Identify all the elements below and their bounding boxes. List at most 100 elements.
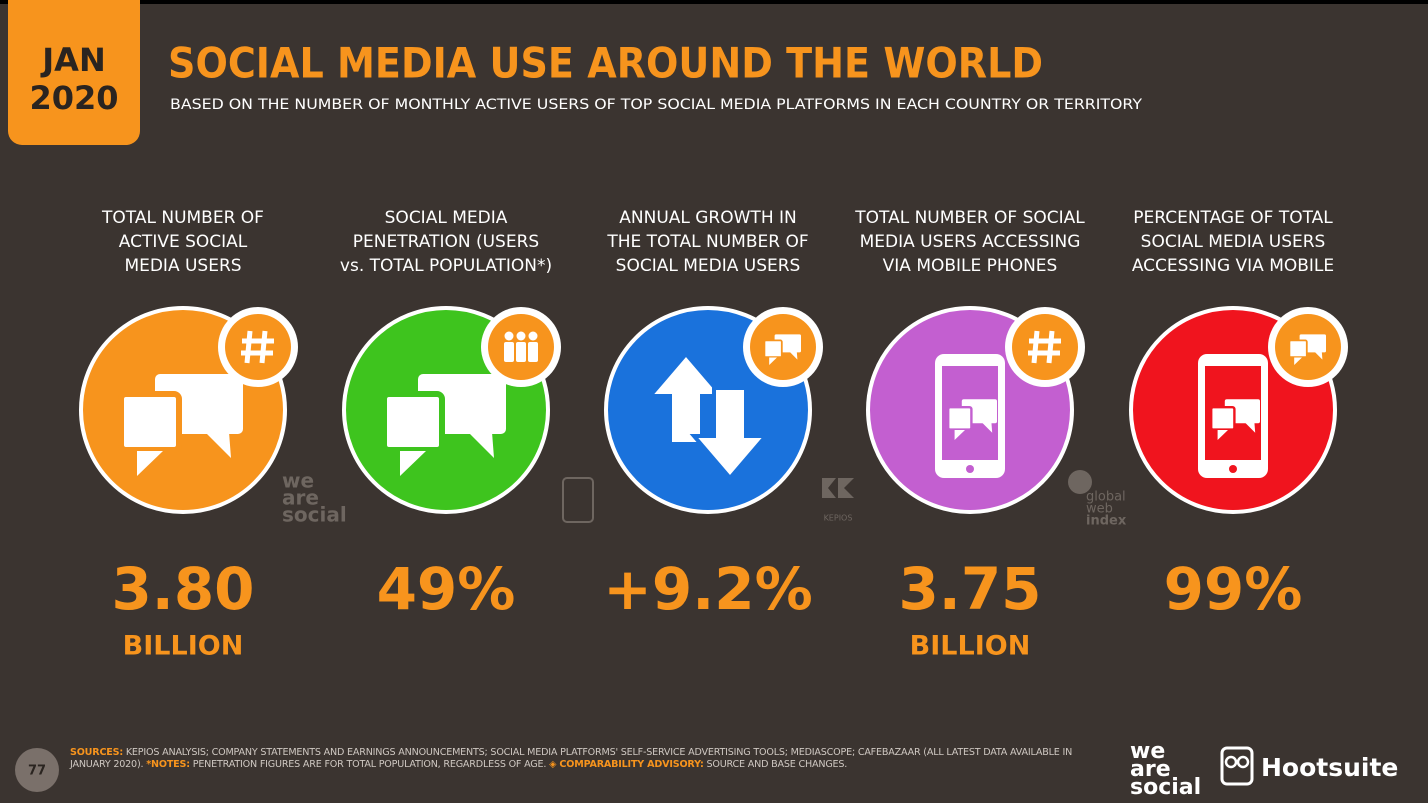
stat-label: TOTAL NUMBER OF (101, 208, 264, 228)
stat-label: SOCIAL MEDIA USERS (1141, 232, 1326, 252)
bubbles-icon (946, 399, 997, 440)
stat-icon (935, 354, 1005, 478)
stat-label: vs. TOTAL POPULATION*) (340, 256, 552, 276)
stat-label: PENETRATION (USERS (353, 232, 539, 252)
stat-badge (1005, 307, 1085, 387)
title: SOCIAL MEDIA USE AROUND THE WORLD (168, 39, 1043, 88)
kepios-mark (822, 478, 854, 498)
stat-label: VIA MOBILE PHONES (883, 256, 1058, 276)
gwi-watermark: global web index (1086, 490, 1127, 529)
bubble-tail (137, 451, 163, 476)
advisory-label: ◈ COMPARABILITY ADVISORY: (549, 759, 704, 770)
stat-label: SOCIAL MEDIA USERS (616, 256, 801, 276)
bubble-tail (1244, 422, 1256, 433)
stat-label: ACTIVE SOCIAL (119, 232, 248, 252)
stat-label: ACCESSING VIA MOBILE (1132, 256, 1334, 276)
hash-stroke (244, 330, 253, 364)
was-watermark: we are social (282, 469, 347, 527)
bubble (381, 391, 445, 453)
notes-text: PENETRATION FIGURES ARE FOR TOTAL POPULA… (192, 759, 547, 770)
hash-stroke (1031, 330, 1040, 364)
phone-bubbles (946, 399, 997, 440)
small-bubbles (1288, 334, 1326, 365)
badge-fill (1012, 314, 1078, 380)
notes-label: *NOTES: (146, 759, 190, 770)
hash-stroke (259, 330, 268, 364)
advisory-text: SOURCE AND BASE CHANGES. (706, 759, 848, 770)
person-head (516, 331, 526, 341)
stat-badge (481, 307, 561, 387)
watermark-text: we (282, 469, 314, 493)
stat-value: 3.75 (898, 555, 1041, 623)
hootsuite-logo: Hootsuite (1261, 753, 1398, 782)
badge-month: JAN (40, 41, 105, 79)
bubble (1209, 405, 1236, 431)
was-logo: we are social (1130, 739, 1201, 800)
kepios-watermark: KEPIOS (824, 514, 853, 523)
owl-watermark (562, 477, 594, 523)
bubble-tail (400, 451, 426, 476)
bubbles-icon (763, 334, 801, 365)
watermark-text: global (1086, 490, 1126, 505)
subtitle: BASED ON THE NUMBER OF MONTHLY ACTIVE US… (170, 97, 1143, 113)
stat-label: PERCENTAGE OF TOTAL (1133, 208, 1333, 228)
person-body (516, 342, 526, 362)
gwi-mark (1068, 470, 1092, 494)
footer-notes: SOURCES: KEPIOS ANALYSIS; COMPANY STATEM… (70, 747, 1090, 771)
stat-unit: BILLION (123, 631, 244, 662)
stat-unit: BILLION (910, 631, 1031, 662)
stat-value: 99% (1164, 555, 1303, 623)
badge-year: 2020 (29, 79, 118, 117)
logo-text: we (1130, 739, 1165, 764)
page-number-badge (15, 748, 59, 792)
stat-icon (381, 374, 506, 476)
stat-badge (743, 307, 823, 387)
stat-label: ANNUAL GROWTH IN (619, 208, 797, 228)
top-bar (0, 0, 1428, 4)
phone-button (966, 465, 974, 473)
small-bubbles (763, 334, 801, 365)
logo-text: social (1130, 775, 1201, 800)
stat-value: +9.2% (603, 555, 812, 623)
bubbles-icon (1288, 334, 1326, 365)
stat-value: 3.80 (111, 555, 254, 623)
hootsuite-owl (1220, 746, 1254, 786)
phone-button (1229, 465, 1237, 473)
stat-value: 49% (377, 555, 516, 623)
stat-badge (1268, 307, 1348, 387)
logo-text: are (1130, 757, 1171, 782)
bubble-tail (769, 357, 777, 365)
sources-text: KEPIOS ANALYSIS; COMPANY STATEMENTS AND … (70, 747, 1073, 770)
stat-icon (645, 350, 771, 482)
down-arrow (689, 386, 771, 482)
person-head (504, 331, 514, 341)
person-body (528, 342, 538, 362)
bubbles-icon (118, 374, 243, 476)
person-head (528, 331, 538, 341)
stat-label: TOTAL NUMBER OF SOCIAL (854, 208, 1085, 228)
owl-eye (1224, 755, 1238, 769)
stat-label: MEDIA USERS (124, 256, 241, 276)
owl-eye (1236, 755, 1250, 769)
sources-label: SOURCES: (70, 747, 123, 758)
person-body (504, 342, 514, 362)
bubble (118, 391, 182, 453)
bubbles-icon (381, 374, 506, 476)
hash-stroke (1046, 330, 1055, 364)
stat-badge (218, 307, 298, 387)
stat-icon (118, 374, 243, 476)
phone-bubbles (1209, 399, 1260, 440)
watermark-text: are (282, 486, 319, 510)
watermark-text: social (282, 503, 347, 527)
bubble-tail (468, 432, 494, 458)
watermark-text: index (1086, 514, 1127, 529)
stat-label: MEDIA USERS ACCESSING (860, 232, 1081, 252)
stat-label: SOCIAL MEDIA (385, 208, 508, 228)
badge-fill (225, 314, 291, 380)
page-number: 77 (28, 764, 46, 779)
bubble (946, 405, 973, 431)
bubble (763, 339, 783, 359)
stat-label: THE TOTAL NUMBER OF (606, 232, 808, 252)
